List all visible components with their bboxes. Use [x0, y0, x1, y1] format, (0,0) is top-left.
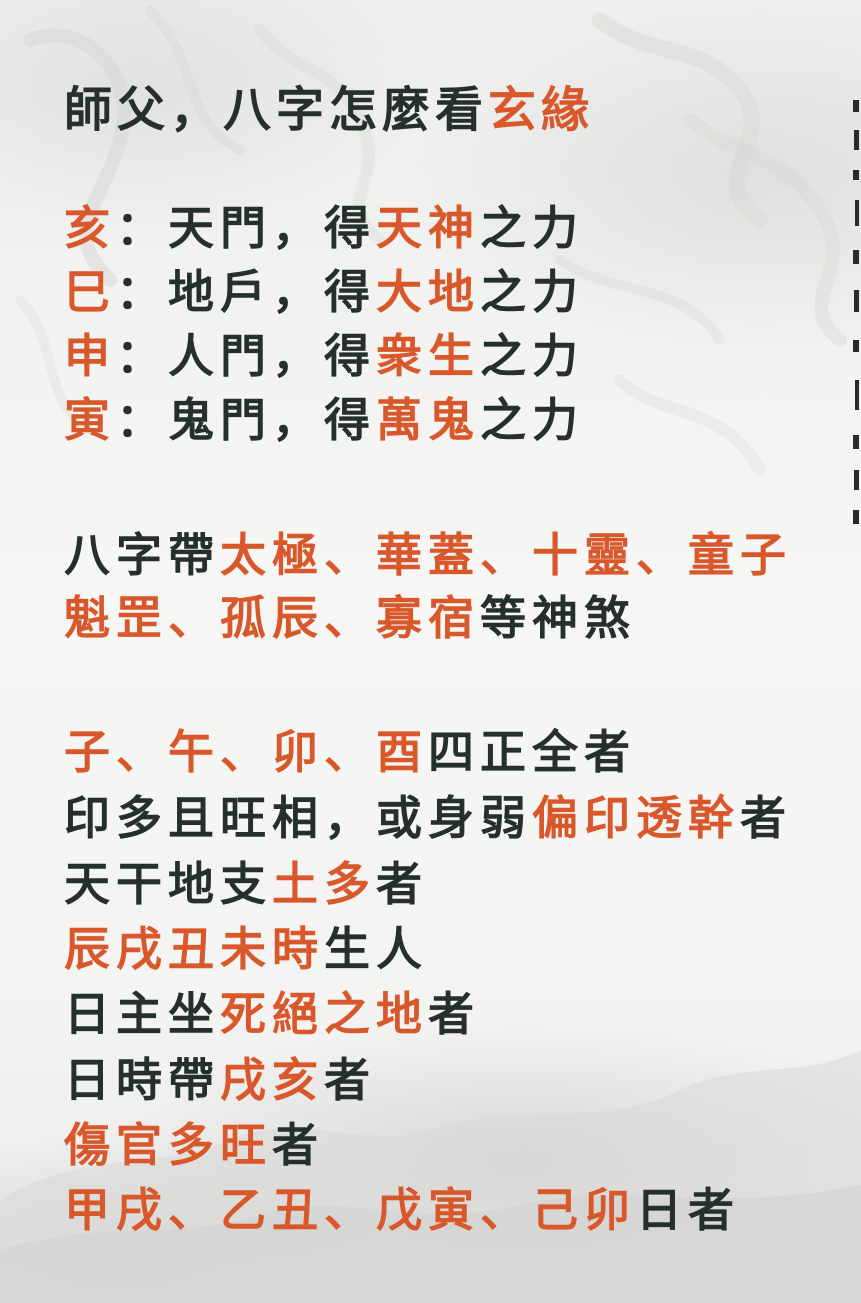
body-text: 之力	[480, 329, 584, 383]
door-line-si: 巳：地戶，得大地之力	[64, 264, 584, 320]
body-text: 天干地支	[64, 857, 272, 911]
highlight-text: 傷官多旺	[64, 1118, 272, 1172]
body-text: 日者	[636, 1183, 740, 1237]
body-text: 之力	[480, 265, 584, 319]
body-text: 者	[324, 1053, 376, 1107]
body-text: ：地戶，得	[116, 265, 376, 319]
condition-line-6: 日時帶戌亥者	[64, 1052, 376, 1108]
body-text: 生人	[324, 922, 428, 976]
condition-line-4: 辰戌丑未時生人	[64, 921, 428, 977]
body-text: 者	[376, 857, 428, 911]
body-text: 日主坐	[64, 987, 220, 1041]
body-text: 日時帶	[64, 1053, 220, 1107]
condition-line-5: 日主坐死絕之地者	[64, 986, 480, 1042]
highlight-text: 子、午、卯、酉	[64, 725, 428, 779]
body-text: 四正全者	[428, 725, 636, 779]
highlight-text: 辰戌丑未時	[64, 922, 324, 976]
body-text: 之力	[480, 393, 584, 447]
highlight-text: 太極、華蓋、十靈、童子	[220, 528, 792, 582]
highlight-text: 玄緣	[488, 82, 595, 138]
stars-line-2: 魁罡、孤辰、寡宿等神煞	[64, 590, 636, 646]
body-text: 者	[740, 791, 792, 845]
body-text: 者	[428, 987, 480, 1041]
body-text: ：天門，得	[116, 201, 376, 255]
body-text: ：人門，得	[116, 329, 376, 383]
highlight-text: 巳	[64, 265, 116, 319]
highlight-text: 戌亥	[220, 1053, 324, 1107]
highlight-text: 大地	[376, 265, 480, 319]
door-line-hai: 亥：天門，得天神之力	[64, 200, 584, 256]
body-text: 印多且旺相，或身弱	[64, 791, 532, 845]
highlight-text: 偏印透幹	[532, 791, 740, 845]
body-text: 者	[272, 1118, 324, 1172]
condition-line-2: 印多且旺相，或身弱偏印透幹者	[64, 790, 792, 846]
condition-line-1: 子、午、卯、酉四正全者	[64, 724, 636, 780]
door-line-shen: 申：人門，得衆生之力	[64, 328, 584, 384]
highlight-text: 甲戌、乙丑、戊寅、己卯	[64, 1183, 636, 1237]
title: 師父，八字怎麼看玄緣	[64, 82, 594, 138]
body-text: 師父，八字怎麼看	[64, 82, 489, 138]
highlight-text: 申	[64, 329, 116, 383]
body-text: 八字帶	[64, 528, 220, 582]
condition-line-3: 天干地支土多者	[64, 856, 428, 912]
door-line-yin: 寅：鬼門，得萬鬼之力	[64, 392, 584, 448]
highlight-text: 亥	[64, 201, 116, 255]
highlight-text: 魁罡、孤辰、寡宿	[64, 591, 480, 645]
highlight-text: 萬鬼	[376, 393, 480, 447]
condition-line-8: 甲戌、乙丑、戊寅、己卯日者	[64, 1182, 740, 1238]
body-text: ：鬼門，得	[116, 393, 376, 447]
body-text: 等神煞	[480, 591, 636, 645]
highlight-text: 寅	[64, 393, 116, 447]
highlight-text: 土多	[272, 857, 376, 911]
body-text: 之力	[480, 201, 584, 255]
highlight-text: 死絕之地	[220, 987, 428, 1041]
highlight-text: 天神	[376, 201, 480, 255]
highlight-text: 衆生	[376, 329, 480, 383]
condition-line-7: 傷官多旺者	[64, 1117, 324, 1173]
edge-ink-marks	[853, 100, 859, 524]
stars-line-1: 八字帶太極、華蓋、十靈、童子	[64, 527, 792, 583]
